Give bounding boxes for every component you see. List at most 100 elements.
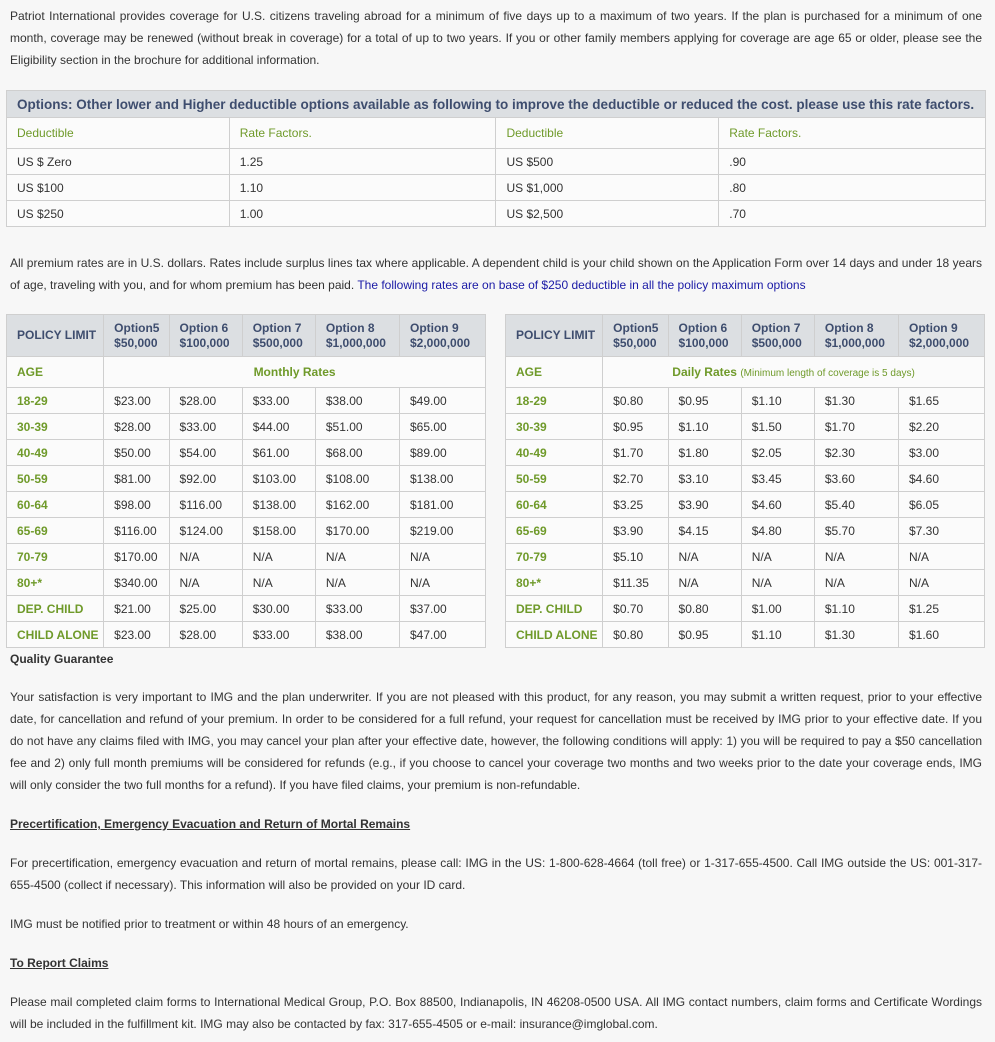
option-header: Option 7 $500,000: [740, 314, 815, 357]
rate-cell: $3.10: [667, 465, 742, 492]
rate-row: CHILD ALONE $23.00 $28.00 $33.00 $38.00 $47.0…: [5, 621, 487, 648]
age-cell: 80+*: [5, 569, 105, 596]
rate-cell: $37.00: [398, 595, 487, 622]
rate-cell: $0.95: [602, 413, 669, 440]
rate-cell: $219.00: [398, 517, 487, 544]
age-cell: 70-79: [5, 543, 105, 570]
rate-cell: $124.00: [168, 517, 243, 544]
header-cell: Deductible: [6, 117, 230, 149]
age-cell: 50-59: [504, 465, 604, 492]
rate-cell: $49.00: [398, 387, 487, 414]
rate-cell: $170.00: [103, 543, 170, 570]
option-name: Option 7: [252, 320, 302, 335]
option-limit: $500,000: [751, 335, 802, 350]
rate-cell: $2.70: [602, 465, 669, 492]
rate-cell: $1.25: [897, 595, 986, 622]
rate-cell: $138.00: [398, 465, 487, 492]
rate-cell: $4.60: [740, 491, 815, 518]
header-cell: Rate Factors.: [228, 117, 497, 149]
rate-cell: $1.30: [813, 621, 899, 648]
age-cell: 80+*: [504, 569, 604, 596]
rate-cell: $3.25: [602, 491, 669, 518]
rate-row: 30-39 $0.95 $1.10 $1.50 $1.70 $2.20: [504, 413, 986, 440]
option-name: Option 7: [751, 320, 801, 335]
claims-text: Please mail completed claim forms to Int…: [10, 995, 982, 1031]
option-header: Option 9 $2,000,000: [398, 314, 487, 357]
note-text: All premium rates are in U.S. dollars. R…: [10, 256, 982, 292]
rate-cell: N/A: [667, 543, 742, 570]
rate-cell: $1.10: [740, 387, 815, 414]
age-cell: 50-59: [5, 465, 105, 492]
age-label: AGE: [504, 356, 604, 388]
rate-cell: N/A: [168, 543, 243, 570]
rate-row: 80+* $11.35 N/A N/A N/A N/A: [504, 569, 986, 596]
rate-row: 18-29 $23.00 $28.00 $33.00 $38.00 $49.00: [5, 387, 487, 414]
header-row: POLICY LIMIT Option5 $50,000 Option 6 $100,0…: [5, 314, 487, 357]
age-cell: 40-49: [504, 439, 604, 466]
option-limit: $50,000: [114, 335, 158, 350]
rate-cell: $0.80: [602, 621, 669, 648]
option-limit: $2,000,000: [409, 335, 471, 350]
rate-cell: $81.00: [103, 465, 170, 492]
rate-row: 60-64 $3.25 $3.90 $4.60 $5.40 $6.05: [504, 491, 986, 518]
rate-cell: N/A: [813, 569, 899, 596]
rate-cell: $103.00: [241, 465, 316, 492]
rate-cell: $1.30: [813, 387, 899, 414]
rate-cell: $38.00: [314, 387, 400, 414]
row: US $ Zero 1.25 US $500.90: [6, 148, 986, 175]
rate-cell: $33.00: [241, 621, 316, 648]
rates-label: Daily Rates: [672, 365, 737, 379]
rate-cell: $54.00: [168, 439, 243, 466]
policy-limit: POLICY LIMIT: [504, 314, 604, 357]
option-name: Option5: [613, 320, 659, 335]
rate-cell: $98.00: [103, 491, 170, 518]
rate-cell: $3.00: [897, 439, 986, 466]
rate-cell: $28.00: [103, 413, 170, 440]
option-header: Option 9 $2,000,000: [897, 314, 986, 357]
cell: .90: [718, 148, 986, 175]
option-limit: $50,000: [613, 335, 657, 350]
title-row: Options: Other lower and Higher deductib…: [6, 90, 986, 118]
intro-block: Patriot International provides coverage …: [0, 5, 995, 71]
cell: US $500: [495, 148, 720, 175]
rate-cell: $2.05: [740, 439, 815, 466]
cell: 1.25: [228, 148, 497, 175]
age-cell: 18-29: [504, 387, 604, 414]
rate-cell: $4.15: [667, 517, 742, 544]
precert-title: Precertification, Emergency Evacuation a…: [10, 817, 411, 831]
rate-cell: $11.35: [602, 569, 669, 596]
rate-row: 70-79 $5.10 N/A N/A N/A N/A: [504, 543, 986, 570]
rate-cell: $92.00: [168, 465, 243, 492]
cell: 1.10: [228, 174, 497, 201]
rate-cell: $116.00: [168, 491, 243, 518]
option-header: Option 8 $1,000,000: [813, 314, 899, 357]
rate-row: 50-59 $2.70 $3.10 $3.45 $3.60 $4.60: [504, 465, 986, 492]
header-cell: Deductible: [495, 117, 720, 149]
lower-text: Quality Guarantee Your satisfaction is v…: [10, 648, 982, 1035]
rate-cell: $108.00: [314, 465, 400, 492]
rate-row: 60-64 $98.00 $116.00 $138.00 $162.00 $181.00: [5, 491, 487, 518]
age-cell: CHILD ALONE: [5, 621, 105, 648]
rate-cell: N/A: [740, 569, 815, 596]
rate-cell: $0.80: [667, 595, 742, 622]
rate-cell: N/A: [241, 543, 316, 570]
rate-row: 50-59 $81.00 $92.00 $103.00 $108.00 $138.00: [5, 465, 487, 492]
precert-note: IMG must be notified prior to treatment …: [10, 917, 409, 931]
option-header: Option5 $50,000: [602, 314, 669, 357]
rate-cell: $23.00: [103, 387, 170, 414]
rate-cell: N/A: [897, 543, 986, 570]
rate-cell: N/A: [740, 543, 815, 570]
rate-cell: $89.00: [398, 439, 487, 466]
option-limit: $100,000: [678, 335, 729, 350]
premium-note-block: All premium rates are in U.S. dollars. R…: [10, 252, 982, 296]
option-header: Option 6 $100,000: [667, 314, 742, 357]
option-name: Option 9: [409, 320, 459, 335]
cell: US $250: [6, 200, 230, 227]
note-highlight: The following rates are on base of $250 …: [357, 278, 806, 292]
rate-cell: $0.95: [667, 387, 742, 414]
rate-cell: $5.40: [813, 491, 899, 518]
row: US $100 1.10 US $1,000.80: [6, 174, 986, 201]
option-name: Option 8: [325, 320, 375, 335]
age-cell: CHILD ALONE: [504, 621, 604, 648]
